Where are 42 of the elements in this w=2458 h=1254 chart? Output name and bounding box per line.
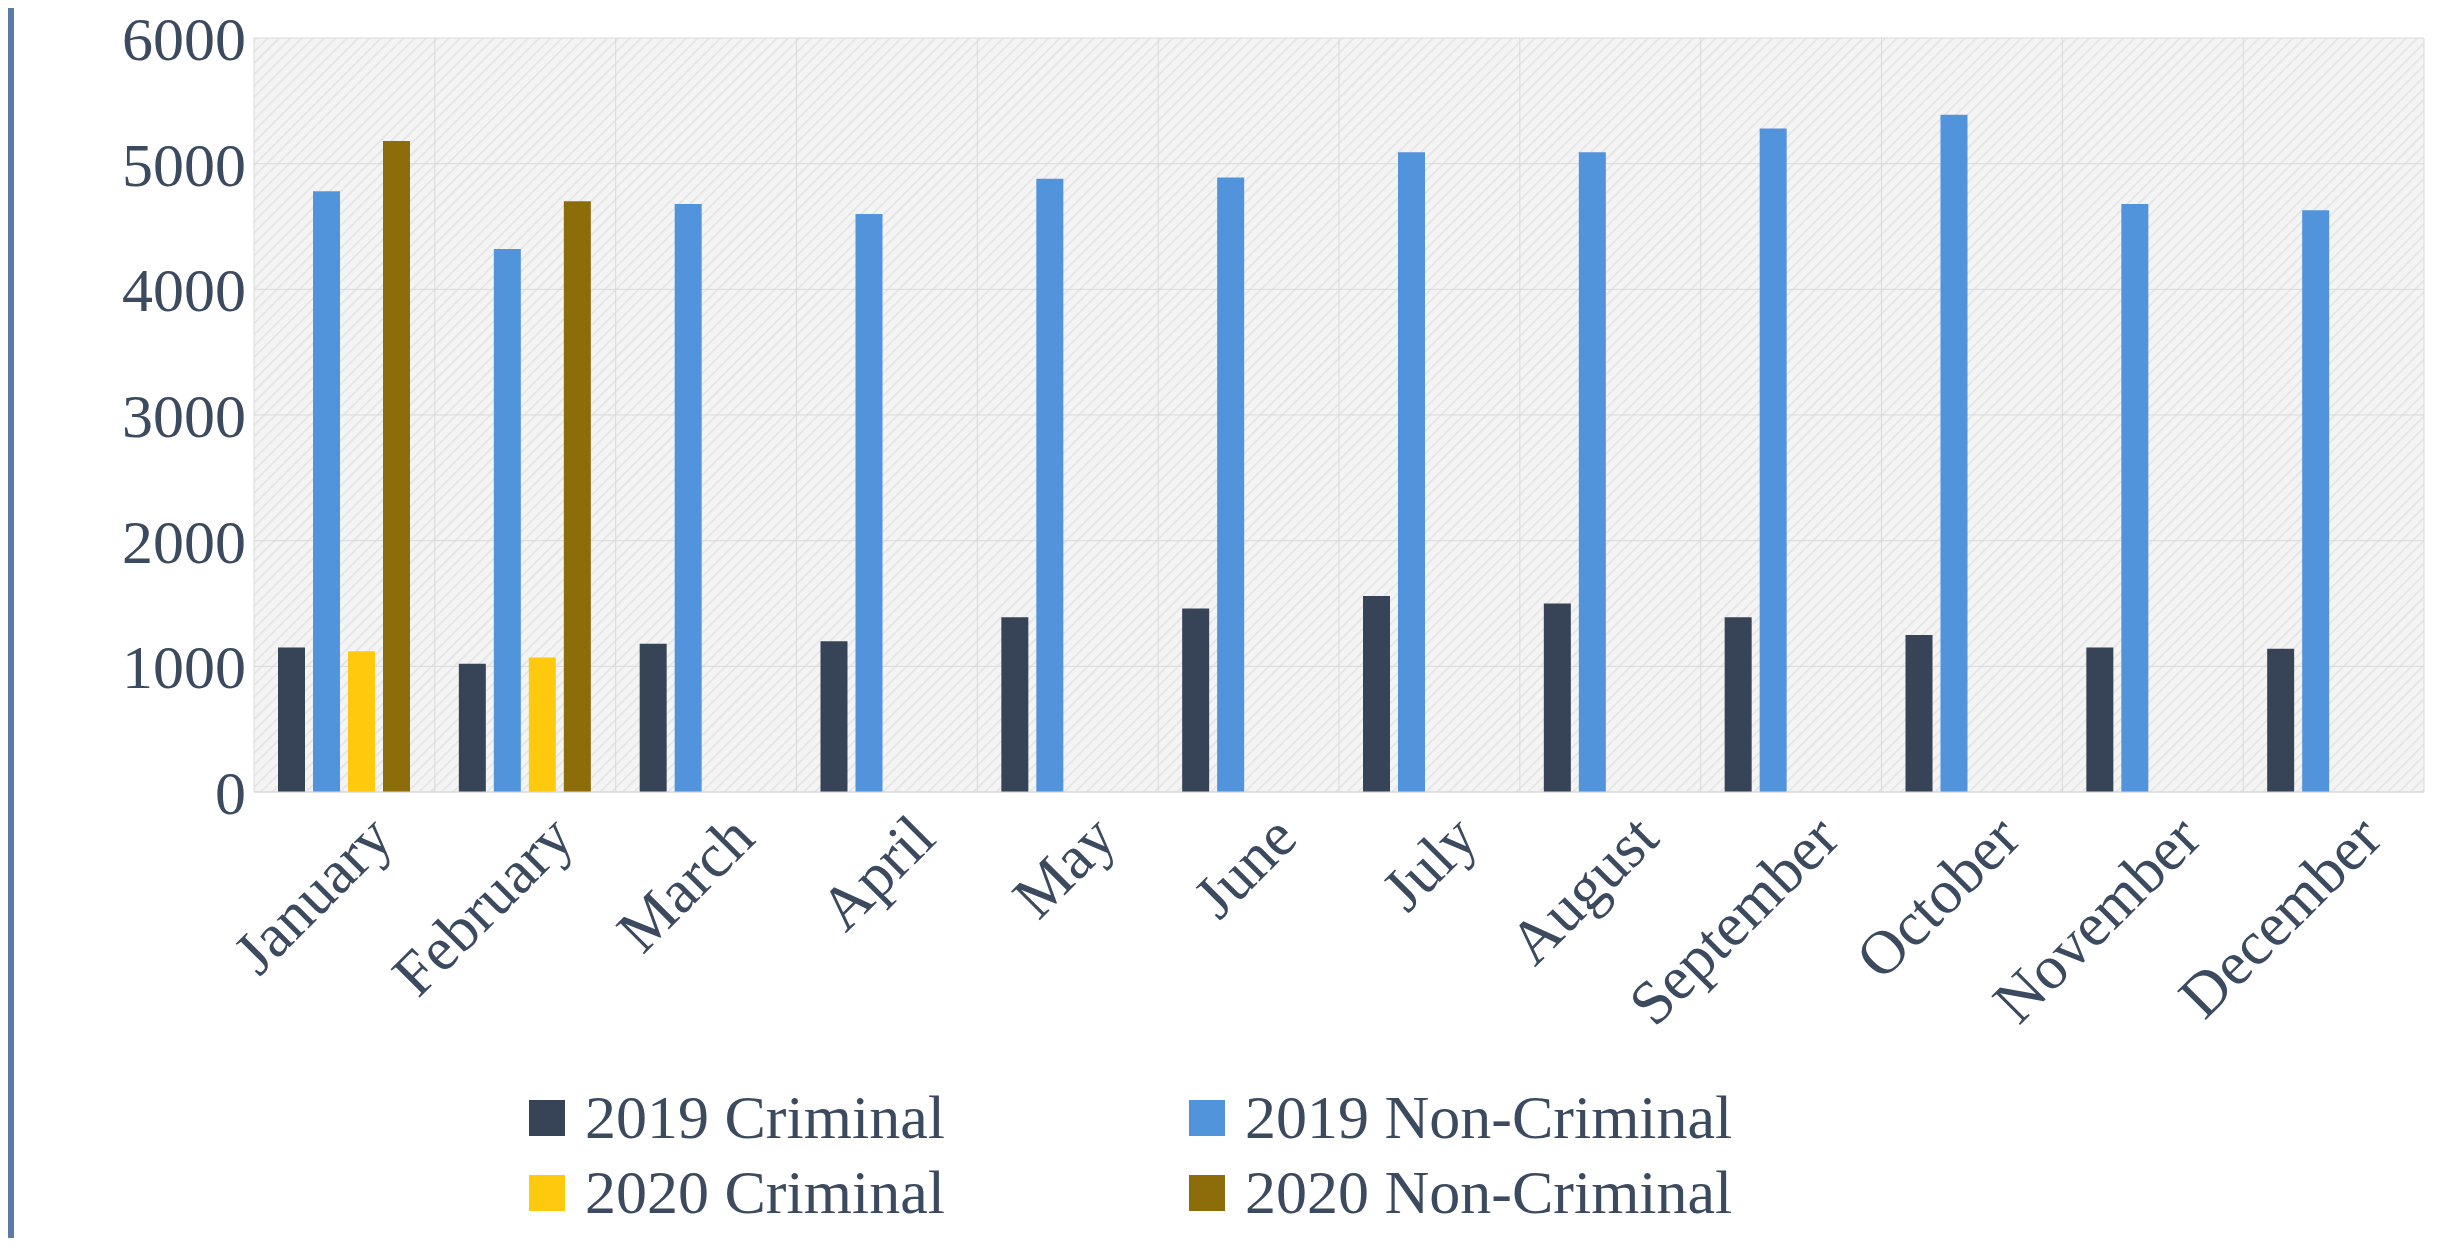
bar	[528, 657, 556, 792]
bar	[855, 213, 883, 792]
bar	[1940, 114, 1968, 792]
y-tick-label: 2000	[122, 507, 246, 576]
bar	[639, 643, 667, 792]
y-tick-label: 6000	[122, 5, 246, 74]
y-tick-label: 0	[215, 759, 246, 828]
bar	[2267, 648, 2295, 792]
bar	[1001, 617, 1029, 792]
y-tick-label: 1000	[122, 633, 246, 702]
bar	[2086, 647, 2114, 792]
y-tick-label: 3000	[122, 382, 246, 451]
bar	[1578, 152, 1606, 792]
bar	[493, 249, 521, 792]
bar	[2302, 210, 2330, 792]
bar	[1905, 634, 1933, 792]
bar	[1759, 128, 1787, 792]
bar	[383, 141, 410, 792]
bar	[1398, 152, 1425, 792]
legend-label: 2019 Criminal	[585, 1082, 945, 1153]
bar	[348, 651, 375, 792]
bar	[674, 203, 702, 792]
legend-label: 2019 Non-Criminal	[1245, 1082, 1733, 1153]
bar	[820, 641, 848, 792]
bar	[1543, 603, 1571, 792]
bar	[563, 201, 591, 792]
x-tick-label: June	[1180, 802, 1309, 931]
bar	[1036, 178, 1064, 792]
legend-label: 2020 Criminal	[585, 1157, 945, 1228]
x-tick-label: July	[1368, 802, 1490, 924]
y-tick-label: 5000	[122, 130, 246, 199]
bar	[278, 647, 305, 792]
bar	[2121, 203, 2149, 792]
bar	[1182, 608, 1210, 792]
bar	[1363, 595, 1390, 792]
bar	[1724, 617, 1752, 792]
bar	[1217, 177, 1245, 792]
legend-label: 2020 Non-Criminal	[1245, 1157, 1733, 1228]
y-tick-label: 4000	[122, 256, 246, 325]
x-tick-label: May	[999, 802, 1129, 931]
bar	[458, 663, 486, 792]
bar	[313, 191, 340, 792]
